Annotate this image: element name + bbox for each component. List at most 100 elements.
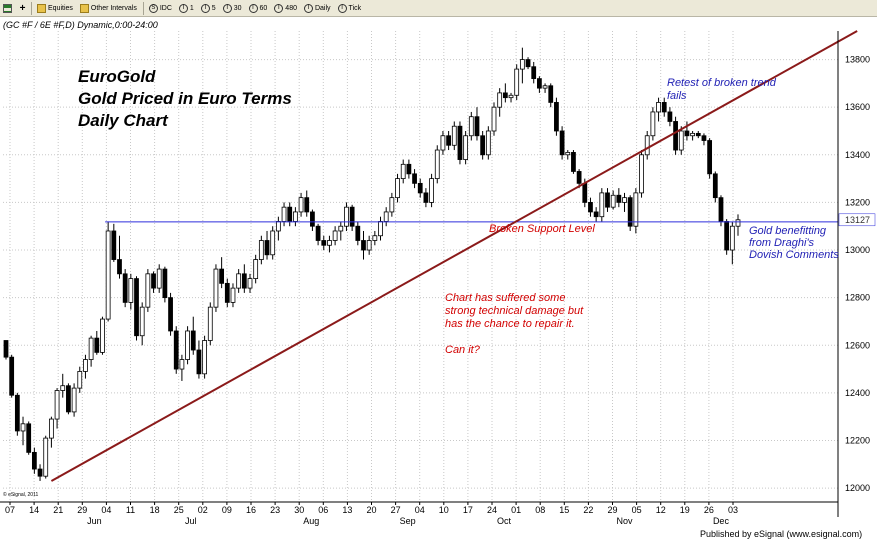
candle	[88, 335, 94, 367]
add-icon[interactable]: +	[19, 2, 26, 14]
toolbar-button-9[interactable]: I Daily	[301, 1, 334, 16]
toolbar-button-8[interactable]: I 480	[271, 1, 300, 16]
candle	[14, 392, 20, 436]
candle	[43, 435, 49, 479]
candle-body	[105, 230, 111, 320]
publisher-footer: Published by eSignal (www.esignal.com)	[700, 529, 863, 539]
candle-body	[298, 197, 304, 213]
candle-body	[429, 178, 434, 203]
candle	[605, 188, 610, 212]
candle	[599, 188, 605, 222]
x-tick-label: 16	[246, 505, 256, 515]
candle-body	[690, 132, 695, 137]
x-tick-label: 10	[439, 505, 449, 515]
candle-body	[548, 85, 554, 103]
x-tick-label: 13	[342, 505, 352, 515]
candle	[213, 264, 219, 312]
candle-body	[88, 337, 94, 360]
support-level-label: Broken Support Level	[489, 223, 595, 235]
candles-layer	[3, 47, 741, 481]
candle-body	[565, 152, 571, 156]
toolbar-button-6[interactable]: I 30	[220, 1, 245, 16]
y-tick-label: 13200	[845, 197, 870, 207]
candle-body	[287, 206, 293, 222]
candle	[304, 190, 310, 217]
month-label: Nov	[617, 516, 634, 526]
candle-body	[230, 287, 236, 303]
candle	[548, 83, 554, 108]
candle-body	[650, 111, 656, 137]
candle-body	[49, 418, 54, 439]
x-tick-label: 22	[583, 505, 593, 515]
candle	[355, 221, 361, 246]
candle	[673, 116, 678, 155]
candle-body	[559, 130, 565, 156]
candle-body	[678, 130, 684, 151]
x-tick-label: 23	[270, 505, 280, 515]
candle-body	[423, 192, 429, 203]
candle	[315, 223, 321, 246]
candle	[207, 302, 213, 346]
candle	[633, 188, 639, 234]
candle-body	[372, 235, 378, 241]
candle	[610, 190, 616, 210]
candle	[429, 173, 434, 208]
candle-body	[684, 130, 690, 137]
candle-body	[446, 135, 451, 146]
candle	[537, 76, 542, 93]
candle-body	[31, 451, 37, 470]
candle	[20, 416, 26, 446]
candle-body	[378, 221, 383, 237]
candle	[650, 107, 656, 141]
chart-title: EuroGold Gold Priced in Euro Terms Daily…	[78, 67, 292, 130]
toolbar-button-7[interactable]: I 60	[246, 1, 271, 16]
candle	[117, 235, 122, 279]
candle	[26, 421, 32, 455]
x-tick-label: 04	[101, 505, 111, 515]
month-label: Oct	[497, 516, 512, 526]
candle	[406, 159, 412, 179]
candle	[571, 150, 576, 174]
toolbar-button-label: Equities	[48, 4, 73, 12]
toolbar-button-1[interactable]: Equities	[34, 1, 76, 16]
candle-body	[627, 197, 633, 227]
candle	[321, 235, 327, 251]
candle-body	[610, 194, 616, 208]
toolbar-button-3[interactable]: S IDC	[146, 1, 175, 16]
x-tick-label: 18	[150, 505, 160, 515]
candle	[247, 273, 253, 293]
candle	[463, 130, 469, 165]
x-tick-label: 26	[704, 505, 714, 515]
candle-body	[66, 385, 71, 413]
candle-body	[145, 273, 151, 308]
candle	[202, 335, 207, 379]
x-tick-label: 07	[5, 505, 15, 515]
candle-body	[457, 125, 463, 160]
candle	[134, 276, 139, 341]
circle-icon: I	[178, 3, 188, 13]
candle	[565, 150, 571, 160]
candle	[219, 257, 225, 289]
toolbar-button-0[interactable]	[0, 1, 17, 16]
candle-body	[168, 297, 173, 332]
candle	[644, 130, 650, 160]
toolbar-button-10[interactable]: I Tick	[335, 1, 365, 16]
x-tick-label: 03	[728, 505, 738, 515]
candle	[128, 273, 134, 310]
candle-body	[71, 387, 77, 413]
x-tick-label: 29	[607, 505, 617, 515]
candle-body	[582, 182, 588, 203]
candle	[241, 264, 247, 293]
toolbar-button-2[interactable]: Other Intervals	[77, 1, 140, 16]
candle	[338, 221, 344, 241]
candle-body	[327, 240, 332, 246]
toolbar-button-label: 60	[259, 4, 268, 12]
toolbar-button-label: Other Intervals	[90, 4, 137, 12]
candle	[701, 133, 707, 146]
candle	[179, 354, 185, 381]
toolbar-button-label: 480	[285, 4, 297, 12]
candle	[661, 97, 667, 117]
x-tick-label: 20	[366, 505, 376, 515]
